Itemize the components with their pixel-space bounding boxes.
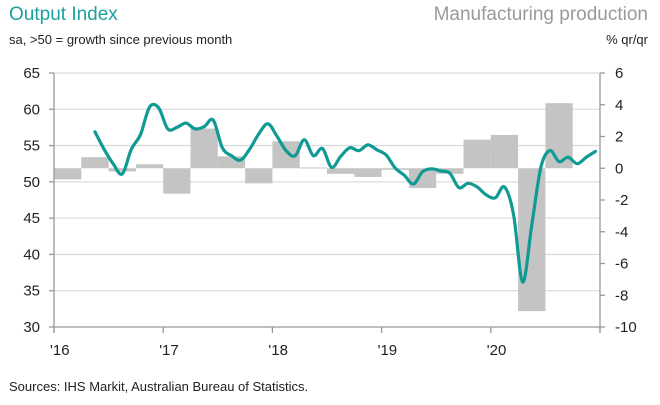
- source-note: Sources: IHS Markit, Australian Bureau o…: [9, 379, 309, 394]
- right-tick-label: 4: [615, 97, 623, 114]
- x-tick-label: '18: [268, 342, 288, 359]
- right-tick-label: -4: [615, 224, 628, 241]
- left-tick-label: 30: [23, 319, 40, 336]
- line-series-output-index: [93, 102, 598, 284]
- bar: [354, 168, 382, 177]
- left-axis-description: sa, >50 = growth since previous month: [9, 32, 233, 47]
- bar: [217, 156, 246, 169]
- left-tick-label: 55: [23, 138, 40, 155]
- chart-title-left: Output Index: [9, 4, 118, 25]
- right-tick-label: -6: [615, 256, 628, 273]
- bar: [299, 167, 327, 169]
- left-tick-label: 35: [23, 283, 40, 300]
- right-axis-unit: % qr/qr: [606, 32, 648, 47]
- bar: [518, 168, 546, 312]
- bar-series-manufacturing-production: [54, 103, 573, 312]
- bar: [135, 164, 164, 169]
- left-tick-label: 45: [23, 210, 40, 227]
- bar: [327, 168, 355, 174]
- output-index-line: [93, 102, 598, 284]
- x-tick-label: '19: [378, 342, 398, 359]
- right-tick-label: -8: [615, 287, 628, 304]
- left-tick-label: 40: [23, 246, 40, 263]
- right-tick-label: -2: [615, 192, 628, 209]
- left-tick-label: 65: [23, 65, 40, 82]
- x-tick-label: '20: [487, 342, 507, 359]
- bar: [436, 168, 464, 174]
- gridlines: [54, 72, 600, 292]
- bar: [54, 168, 82, 180]
- right-tick-label: 2: [615, 129, 623, 146]
- bar: [463, 139, 491, 169]
- left-tick-label: 50: [23, 174, 40, 191]
- left-tick-label: 60: [23, 101, 40, 118]
- x-tick-label: '16: [50, 342, 70, 359]
- axes: [49, 72, 605, 333]
- bar: [81, 157, 109, 169]
- right-tick-label: 6: [615, 65, 623, 82]
- bar: [108, 168, 136, 172]
- bar: [245, 168, 273, 184]
- bar: [490, 134, 519, 169]
- bar: [190, 128, 218, 169]
- tick-labels: 30 35 40 45 50 55 60 65 -10 -8 -6 -4 -2 0 2 4 6 '16 '17 '18…: [23, 65, 636, 359]
- right-tick-label: 0: [615, 160, 623, 177]
- x-tick-label: '17: [159, 342, 179, 359]
- bar: [163, 168, 191, 194]
- right-tick-label: -10: [615, 319, 637, 336]
- chart-title-right: Manufacturing production: [433, 4, 648, 25]
